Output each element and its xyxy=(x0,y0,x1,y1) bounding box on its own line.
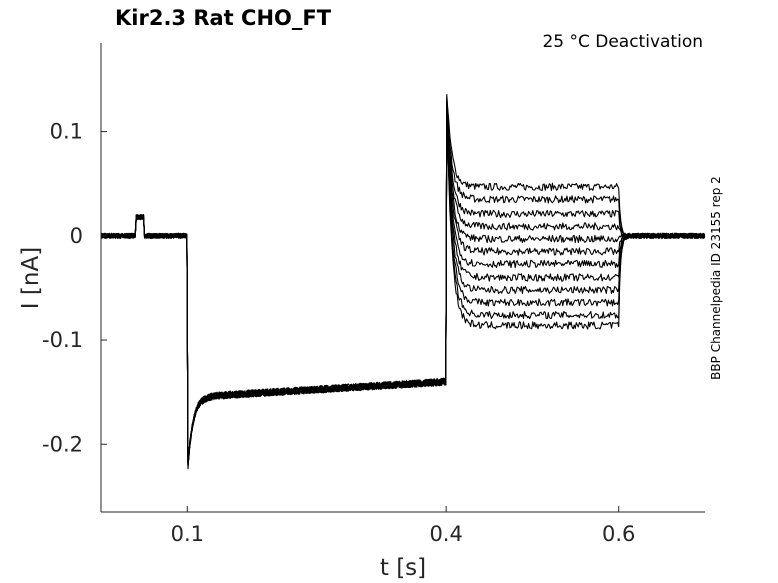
x-tick-label: 0.4 xyxy=(429,522,462,546)
y-ticks-group: 0.1 0 -0.1 -0.2 xyxy=(42,120,107,456)
x-axis-label: t [s] xyxy=(380,555,426,581)
current-trace-5 xyxy=(100,104,706,464)
current-trace-7 xyxy=(100,101,706,466)
recording-id-label: BBP Channelpedia ID 23155 rep 2 xyxy=(709,176,723,380)
current-trace-2 xyxy=(100,93,705,467)
chart-title: Kir2.3 Rat CHO_FT xyxy=(115,6,332,30)
y-tick-label: -0.2 xyxy=(42,432,83,456)
current-trace-1 xyxy=(100,96,706,470)
current-trace-12 xyxy=(100,109,706,466)
current-trace-6 xyxy=(100,100,706,465)
x-tick-label: 0.6 xyxy=(602,522,635,546)
current-trace-4 xyxy=(100,97,706,467)
y-axis-label: I [nA] xyxy=(18,247,44,309)
y-tick-label: -0.1 xyxy=(42,328,83,352)
y-tick-label: 0 xyxy=(70,224,83,248)
x-ticks-group: 0.1 0.4 0.6 xyxy=(171,506,635,546)
x-tick-label: 0.1 xyxy=(171,522,204,546)
traces-group xyxy=(100,93,706,470)
y-tick-label: 0.1 xyxy=(50,120,83,144)
current-trace-3 xyxy=(100,100,706,465)
chart-subtitle: 25 °C Deactivation xyxy=(542,32,703,52)
current-trace-8 xyxy=(100,105,706,465)
current-trace-9 xyxy=(100,105,705,466)
